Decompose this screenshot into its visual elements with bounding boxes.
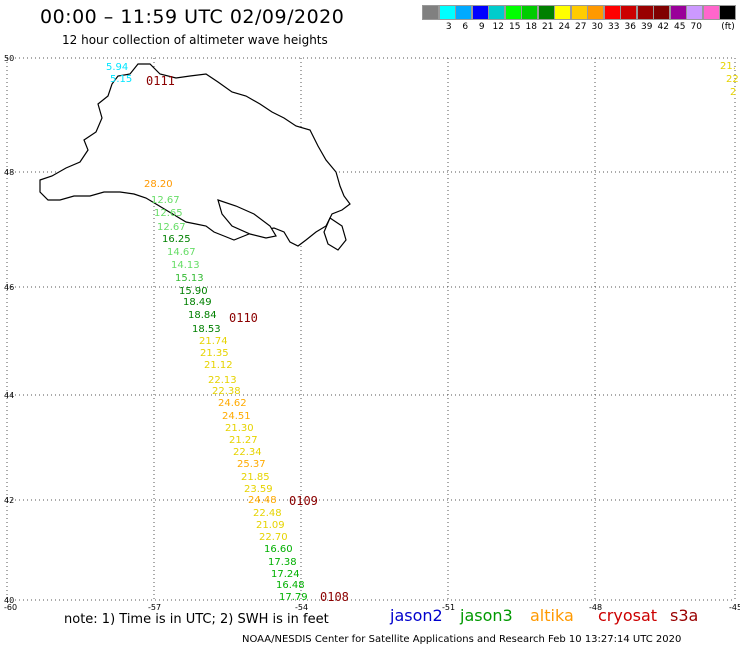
latitude-label: 42 [4,496,14,505]
wave-height-value: 21.30 [225,423,254,434]
wave-height-value: 28.20 [144,179,173,190]
legend-label: 9 [478,22,485,32]
wave-height-value: 5.94 [106,62,128,73]
satellite-name: jason2 [390,606,443,625]
legend-label: 18 [525,22,537,32]
legend-label: 15 [509,22,521,32]
legend-label: 39 [641,22,653,32]
pass-time-label: 0111 [146,74,175,88]
legend-label: 45 [674,22,686,32]
pass-labels: 0111 0110 0109 0108 [146,74,349,604]
latitude-label: 40 [4,596,14,605]
wave-height-value: 21.12 [204,360,233,371]
wave-height-value: 22.70 [259,532,288,543]
wave-height-value: 21.09 [256,520,285,531]
latitude-label: 50 [4,54,14,63]
wave-height-value: 15.13 [175,273,204,284]
wave-height-value: 18.49 [183,297,212,308]
wave-height-value: 21.85 [241,472,270,483]
wave-height-value: 24.48 [248,495,277,506]
wave-height-value: 21. [720,61,736,72]
wave-height-value: 16.48 [276,580,305,591]
wave-height-value: 12.67 [157,222,186,233]
wave-height-value: 23.59 [244,484,273,495]
wave-height-value: 17.38 [268,557,297,568]
legend-unit: (ft) [721,22,735,32]
wave-height-value: 22.13 [208,375,237,386]
longitude-label: -57 [148,603,161,612]
legend-label: 42 [657,22,669,32]
wave-height-value: 24.62 [218,398,247,409]
wave-height-value: 15.90 [179,286,208,297]
legend-label: 27 [575,22,587,32]
pass-time-label: 0109 [289,494,318,508]
longitude-label: -45 [729,603,740,612]
latitude-label: 46 [4,283,14,292]
legend-label: 3 [445,22,452,32]
satellite-name: jason3 [460,606,513,625]
legend-label: 6 [462,22,469,32]
wave-height-value: 16.60 [264,544,293,555]
latitude-label: 48 [4,168,14,177]
wave-height-value: 18.53 [192,324,221,335]
satellite-name: s3a [670,606,699,625]
pass-time-label: 0110 [229,311,258,325]
footer-credit: NOAA/NESDIS Center for Satellite Applica… [242,634,682,645]
pass-time-label: 0108 [320,590,349,604]
wave-height-value: 22.34 [233,447,262,458]
wave-height-value: 17.79 [279,592,308,603]
legend-label: 33 [608,22,620,32]
wave-height-value: 24.51 [222,411,251,422]
color-legend: 3 6 9 12 15 18 21 24 27 30 33 36 39 42 45 70 (ft) [422,5,738,35]
legend-label: 36 [624,22,636,32]
legend-label: 24 [558,22,570,32]
legend-label: 21 [542,22,554,32]
wave-height-value: 16.25 [162,234,191,245]
wave-height-value: 14.13 [171,260,200,271]
legend-label: 30 [591,22,603,32]
satellite-name: cryosat [598,606,658,625]
wave-height-value: 22.38 [212,386,241,397]
wave-height-value: 22 [726,74,739,85]
newfoundland-landmass [39,63,351,251]
observation-track: 5.945.1528.2012.6712.6512.6716.2514.6714… [106,61,739,603]
map-grid [6,57,736,601]
longitude-label: -54 [295,603,308,612]
longitude-label: -60 [4,603,17,612]
wave-height-value: 22.48 [253,508,282,519]
latitude-label: 44 [4,391,14,400]
wave-height-value: 25.37 [237,459,266,470]
wave-height-value: 5.15 [110,74,132,85]
legend-label: 12 [492,22,504,32]
legend-swatch [719,5,736,20]
legend-label: 70 [690,22,702,32]
longitude-label: -48 [589,603,602,612]
wave-height-value: 12.67 [151,195,180,206]
longitude-label: -51 [442,603,455,612]
wave-height-value: 21.74 [199,336,228,347]
wave-height-value: 12.65 [154,208,183,219]
map-axis-labels: 50 48 46 44 42 40-60 -57 -54 -51 -48 -45 [4,54,740,612]
note-text: note: 1) Time is in UTC; 2) SWH is in fe… [64,612,329,627]
wave-height-value: 2 [730,87,736,98]
satellite-name: altika [530,606,574,625]
wave-height-value: 21.27 [229,435,258,446]
wave-height-value: 21.35 [200,348,229,359]
page-subtitle: 12 hour collection of altimeter wave hei… [62,33,328,47]
page-title: 00:00 – 11:59 UTC 02/09/2020 [40,6,345,28]
wave-height-value: 18.84 [188,310,217,321]
wave-height-value: 14.67 [167,247,196,258]
wave-height-value: 17.24 [271,569,300,580]
